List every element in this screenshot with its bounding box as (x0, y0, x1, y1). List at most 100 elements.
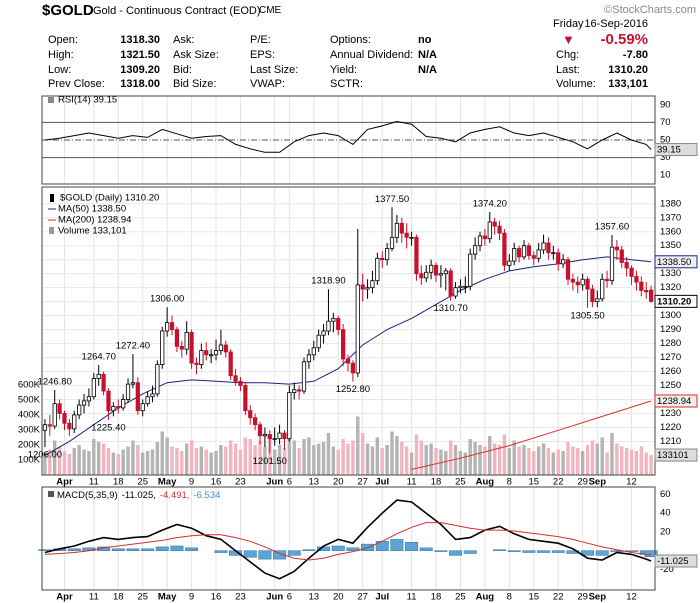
candle-body (639, 281, 644, 291)
candle-body (565, 259, 571, 280)
stat-label: Volume: (556, 78, 596, 90)
x-tick-label: 23 (235, 477, 246, 488)
histogram-bar (419, 547, 433, 551)
axis-badge (654, 448, 698, 462)
histogram-bar (463, 550, 477, 554)
candle-body (487, 221, 492, 240)
candle-body (262, 434, 268, 437)
candle-body (380, 257, 385, 261)
x-tick-label: Jul (375, 477, 389, 488)
candle-body (526, 245, 531, 256)
volume-bar (620, 446, 624, 475)
y-tick-label: 50 (660, 135, 671, 146)
field-label: Open: (48, 34, 78, 46)
volume-bar (287, 430, 292, 475)
volume-bar (585, 445, 590, 475)
candle-body (184, 331, 189, 350)
field-label: SCTR: (330, 78, 363, 90)
y-tick-label: 1270 (660, 352, 681, 363)
histogram-bar (493, 549, 507, 551)
candle-body (194, 362, 199, 365)
volume-bar (175, 448, 179, 475)
axis-badge (654, 143, 698, 157)
legend-entry: MA(50) 1338.50 (58, 204, 126, 215)
volume-bar (404, 446, 409, 475)
field-value: 1318.30 (120, 34, 160, 46)
x-tick-label: 18 (431, 477, 442, 488)
candle-body (297, 389, 302, 392)
candle-body (453, 287, 458, 297)
down-arrow: ▼ (562, 32, 575, 47)
legend-part: MACD(5,35,9) (57, 490, 118, 501)
volume-bar (571, 446, 575, 475)
y-tick-label: 10 (660, 170, 671, 181)
volume-bar (263, 446, 267, 475)
candle-body (86, 396, 92, 402)
candle-body (541, 242, 546, 251)
volume-bar (414, 434, 419, 475)
histogram-bar (434, 550, 448, 552)
volume-bar (566, 442, 570, 475)
price-annotation: 1357.60 (595, 222, 629, 233)
volume-bar (214, 451, 218, 475)
volume-bar (145, 451, 150, 475)
histogram-bar (170, 545, 184, 551)
candle-body (365, 287, 370, 290)
candle-body (311, 347, 316, 356)
x-tick-label: 25 (137, 477, 148, 488)
x-tick-label: 25 (455, 592, 466, 603)
histogram-bar (302, 549, 316, 551)
logo: ©StockCharts.com (604, 4, 696, 16)
volume-bar (365, 443, 370, 475)
candle-body (213, 350, 219, 356)
volume-bar (150, 449, 155, 475)
exchange: CME (259, 5, 282, 16)
volume-bar (409, 452, 414, 475)
candle-body (57, 403, 62, 414)
candle-body (42, 424, 48, 431)
volume-bar (62, 451, 67, 475)
field-label: Prev Close: (48, 78, 105, 90)
volume-bar (429, 443, 433, 475)
candle-body (644, 290, 649, 293)
histogram-bar (551, 550, 565, 553)
field-label: Ask: (173, 34, 195, 46)
volume-bar (312, 445, 316, 475)
volume-bar (268, 437, 272, 475)
volume-bar (297, 448, 301, 475)
histogram-bar (111, 548, 125, 551)
volume-bar (507, 448, 512, 475)
panel-frame (41, 95, 656, 185)
candle-body (472, 245, 478, 255)
candle-body (570, 278, 575, 283)
x-tick-label: Aug (476, 592, 495, 603)
volume-bar (238, 449, 243, 475)
x-tick-label: 22 (553, 477, 564, 488)
x-tick-label: 25 (137, 592, 148, 603)
volume-bar (644, 452, 648, 475)
volume-tick-label: 100K (18, 455, 41, 466)
candle-body (619, 249, 624, 263)
volume-bar (209, 452, 213, 475)
volume-bar (551, 452, 556, 475)
candle-body (116, 406, 121, 409)
candle-body (341, 329, 346, 360)
candle-body (204, 350, 209, 356)
y-tick-label: 1350 (660, 240, 681, 251)
candle-body (609, 246, 615, 282)
stat-label: Chg: (556, 49, 580, 61)
volume-tick-label: 400K (18, 410, 41, 421)
volume-bar (356, 416, 360, 475)
volume-bar (512, 440, 516, 475)
volume-bar (140, 452, 145, 475)
candle-body (272, 438, 277, 441)
candle-body (389, 236, 395, 249)
candle-body (72, 414, 77, 430)
volume-bar (468, 439, 472, 475)
histogram-bar (141, 548, 155, 551)
candle-body (165, 322, 170, 332)
x-tick-label: Aug (476, 477, 495, 488)
histogram-bar (522, 550, 536, 553)
candle-body (238, 380, 243, 386)
